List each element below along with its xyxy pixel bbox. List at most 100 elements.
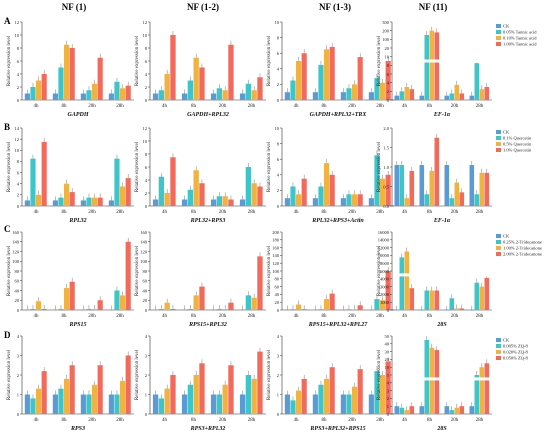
bar xyxy=(120,380,126,414)
axis-break xyxy=(393,59,492,63)
y-tick-label: 10 xyxy=(385,54,390,59)
bar xyxy=(181,394,188,414)
bar xyxy=(357,305,363,310)
x-axis-label: RPS15+RPL32+RPL27 xyxy=(308,322,369,328)
bar xyxy=(210,93,217,100)
x-tick-label: 4h xyxy=(162,210,168,215)
x-axis-label: RPL32 xyxy=(68,218,86,224)
legend-swatch xyxy=(496,344,501,348)
y-tick-label: 12 xyxy=(143,20,148,25)
bar xyxy=(474,375,480,414)
x-tick-label: 20h xyxy=(88,418,96,423)
bar xyxy=(64,378,70,414)
bar xyxy=(399,91,405,100)
row-label: D xyxy=(4,330,11,340)
bar xyxy=(444,406,450,414)
x-axis-label: 28S xyxy=(436,426,447,432)
y-axis-label: Relative expression level xyxy=(135,245,140,296)
y-tick-label: 6 xyxy=(145,59,148,64)
bar xyxy=(239,394,246,414)
y-tick-label: 8000 xyxy=(380,261,390,266)
bar xyxy=(92,309,98,310)
y-tick-label: 4 xyxy=(145,178,148,183)
y-tick-label: 0 xyxy=(387,308,390,313)
bar xyxy=(251,378,257,414)
y-tick-label: 60 xyxy=(275,284,280,289)
bar xyxy=(394,95,400,100)
bar xyxy=(210,309,217,311)
x-tick-label: 28h xyxy=(476,418,484,423)
x-tick-label: 28h xyxy=(376,210,384,215)
bar xyxy=(419,406,425,414)
column-header: NF (11) xyxy=(419,2,447,12)
y-tick-label: 12 xyxy=(143,126,148,131)
x-tick-label: 20h xyxy=(88,210,96,215)
bar xyxy=(284,394,290,414)
y-tick-label: 300 xyxy=(382,20,390,25)
bar xyxy=(424,194,430,206)
x-tick-label: 4h xyxy=(402,104,408,109)
bar xyxy=(374,155,380,206)
bar xyxy=(449,410,455,414)
x-tick-label: 28h xyxy=(476,314,484,319)
chart-panel: 0 2 4 6 8 10 Relative expression level 4h 8h 20h 2… xyxy=(267,126,394,224)
x-axis-label: GAPDH xyxy=(68,112,89,118)
y-tick-label: 8 xyxy=(277,35,280,40)
legend-swatch xyxy=(496,42,501,46)
bar xyxy=(404,198,410,206)
bar xyxy=(479,89,485,100)
x-tick-label: 20h xyxy=(451,104,459,109)
bar xyxy=(340,394,346,414)
y-tick-label: 10 xyxy=(275,126,280,131)
legend-swatch xyxy=(496,130,501,134)
y-tick-label: 1 xyxy=(277,392,279,397)
x-tick-label: 4h xyxy=(402,418,408,423)
x-tick-label: 4h xyxy=(34,418,40,423)
bar xyxy=(399,165,405,206)
y-tick-label: 10 xyxy=(275,20,280,25)
y-tick-label: 8 xyxy=(145,46,148,51)
x-tick-label: 8h xyxy=(427,210,433,215)
x-tick-label: 8h xyxy=(427,418,433,423)
x-tick-label: 20h xyxy=(88,104,96,109)
y-tick-label: 4 xyxy=(277,173,280,178)
bar xyxy=(24,309,30,311)
bar xyxy=(380,375,386,414)
y-tick-label: 4 xyxy=(17,334,20,339)
bar xyxy=(368,394,374,414)
y-tick-label: 40 xyxy=(15,288,20,293)
y-tick-label: 2 xyxy=(387,396,389,401)
y-axis-label: Relative expression level xyxy=(377,245,382,296)
y-tick-label: 1 xyxy=(387,404,389,409)
legend-swatch xyxy=(496,136,501,140)
bar xyxy=(228,302,234,310)
bar xyxy=(222,196,228,206)
y-tick-label: 20 xyxy=(385,357,390,362)
x-tick-label: 28h xyxy=(248,314,256,319)
bar xyxy=(329,174,335,206)
bar xyxy=(30,158,36,206)
y-tick-label: 2 xyxy=(387,89,389,94)
bar xyxy=(187,309,194,310)
bar xyxy=(301,178,307,206)
chart-panel: 0 2 4 6 8 10 12 Relative expression level 4h 8h 20… xyxy=(7,20,134,118)
bar xyxy=(474,194,480,206)
bar xyxy=(444,309,450,311)
bar xyxy=(346,88,352,100)
legend-swatch xyxy=(496,356,501,360)
bar xyxy=(210,394,217,414)
bar xyxy=(312,309,318,311)
bar xyxy=(257,256,263,310)
bar xyxy=(52,394,58,414)
bar xyxy=(312,198,318,206)
y-tick-label: 8 xyxy=(17,46,20,51)
legend-swatch xyxy=(496,30,501,34)
chart-panel: 0 20 40 60 80 100 120 140 160 180 200 Relative expr… xyxy=(267,230,394,328)
y-tick-label: 2 xyxy=(145,191,147,196)
x-tick-label: 4h xyxy=(402,314,408,319)
y-tick-label: 40 xyxy=(143,288,148,293)
bar xyxy=(296,61,302,100)
y-tick-label: 16000 xyxy=(378,230,390,235)
